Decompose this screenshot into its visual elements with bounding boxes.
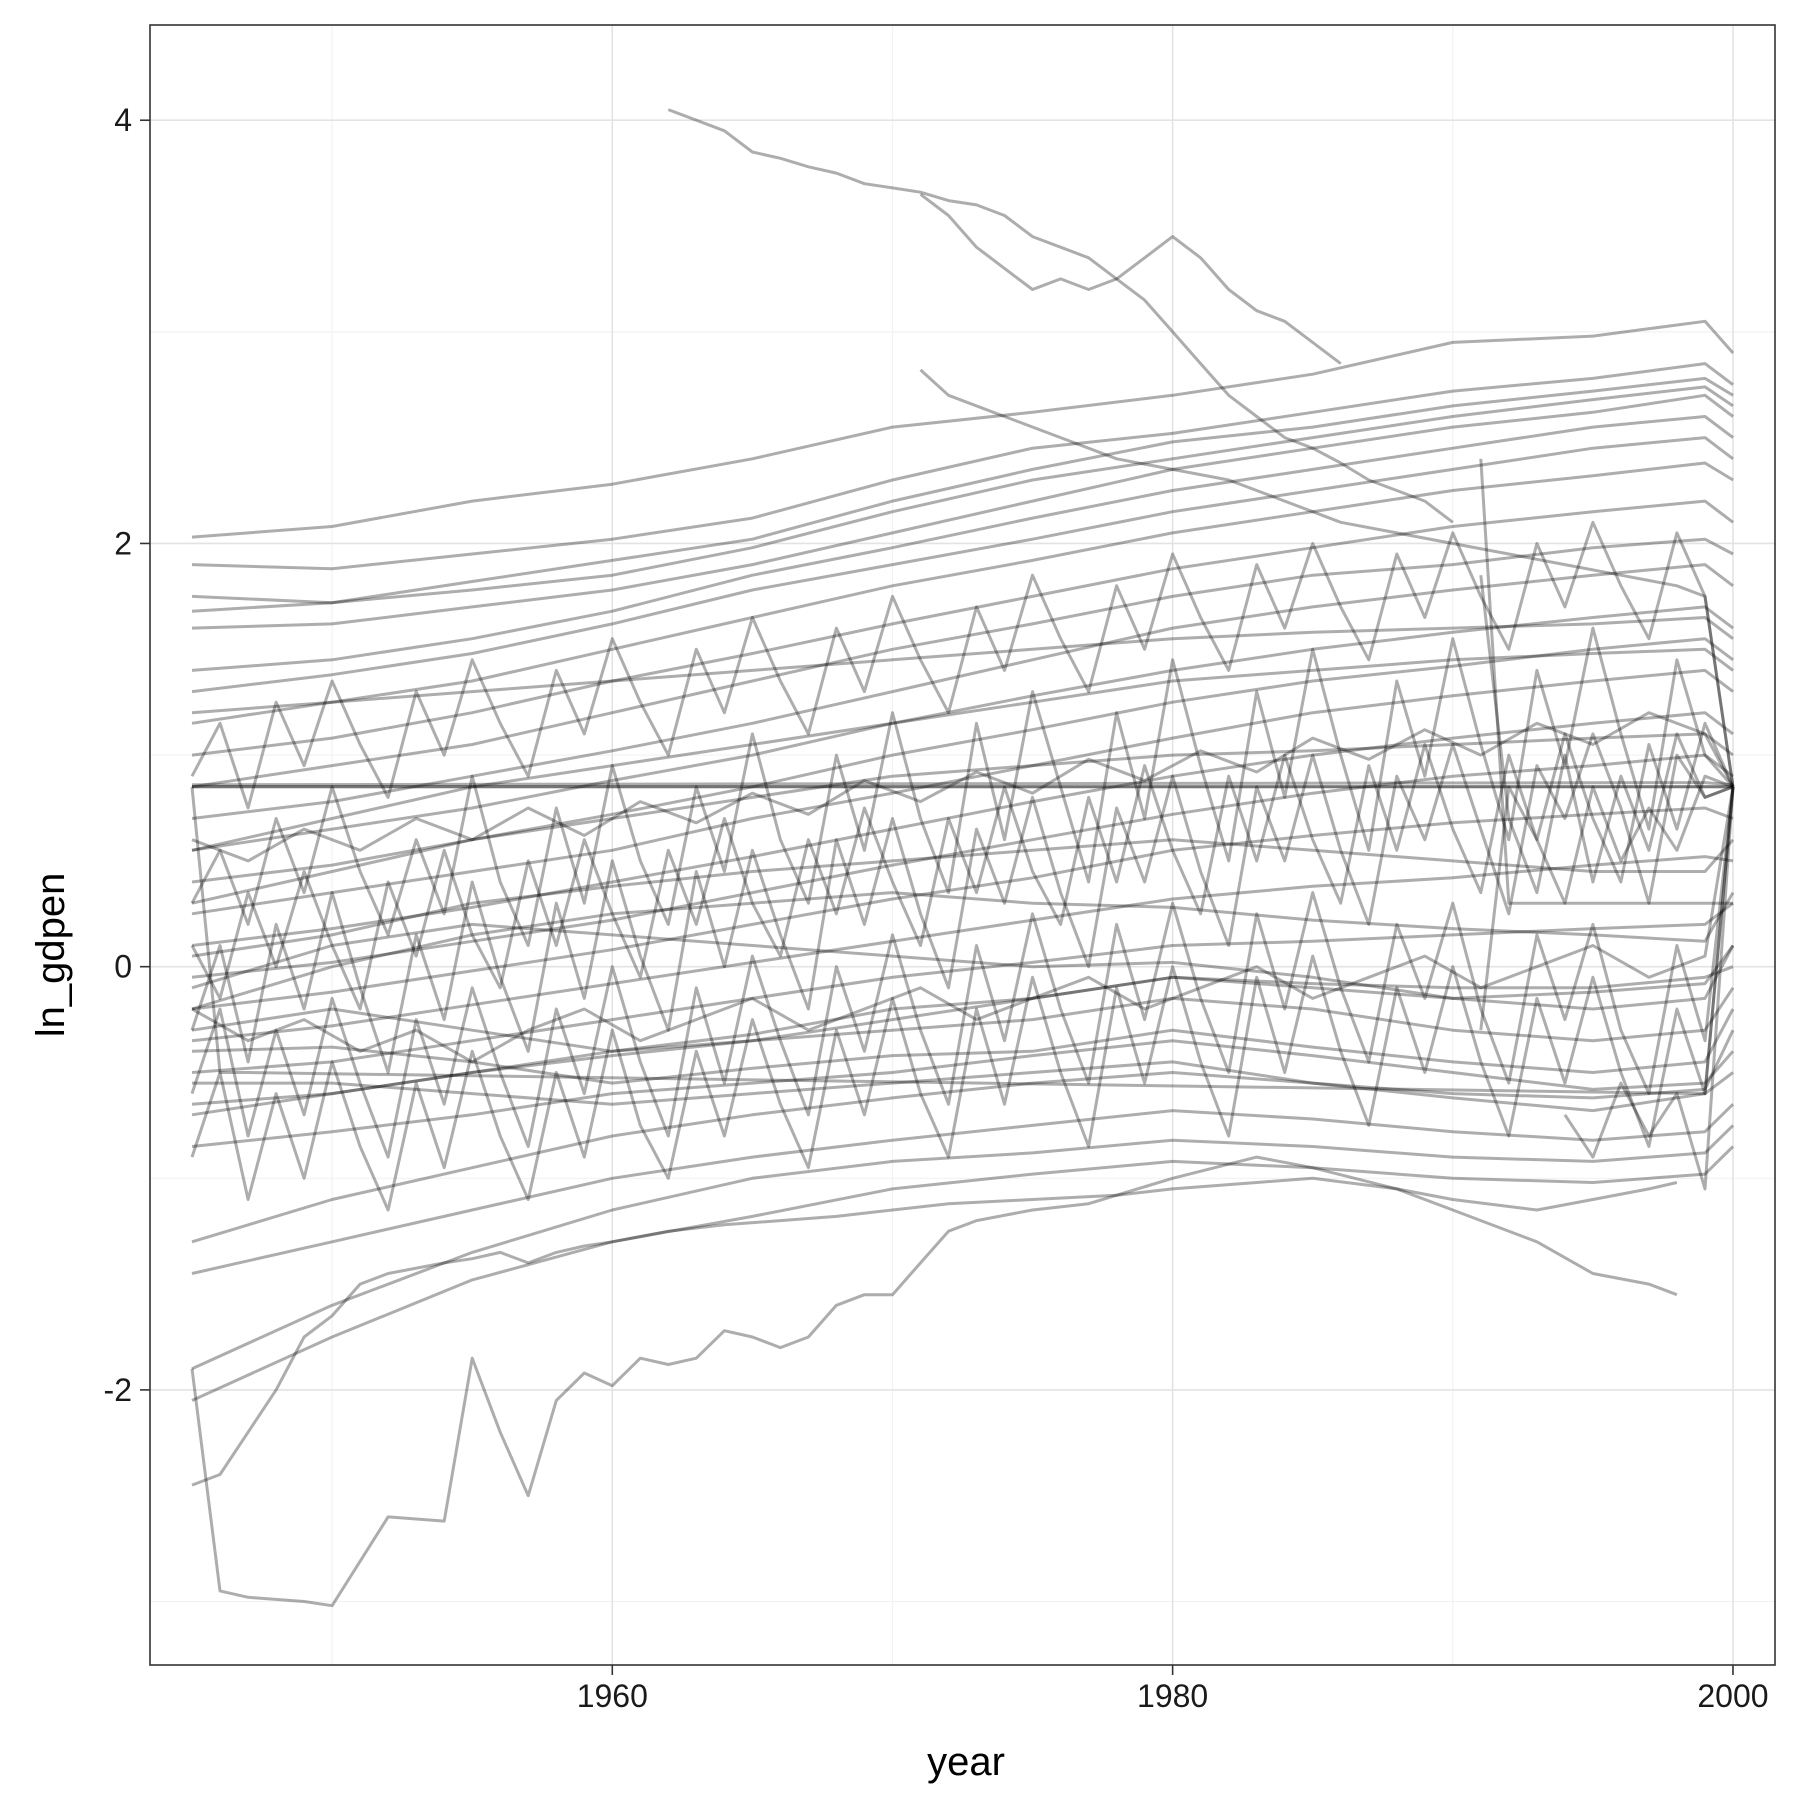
series-line-12 (191, 605, 1734, 852)
series-line-44 (190, 786, 1735, 1212)
series-line-33 (191, 1103, 1735, 1275)
series-line-7 (191, 436, 1734, 694)
x-tick-label: 2000 (1697, 1678, 1768, 1714)
series-line-20 (191, 944, 1735, 1106)
series-line-21 (191, 891, 1735, 1011)
series-line-10 (191, 537, 1734, 789)
series-line-32 (191, 1071, 1734, 1244)
plot-panel (150, 25, 1775, 1665)
series-line-14 (191, 668, 1734, 916)
panel-background (150, 25, 1775, 1665)
series-line-48 (191, 711, 1735, 863)
series-line-22 (191, 986, 1735, 1053)
series-line-31 (191, 1039, 1735, 1148)
x-tick-label: 1980 (1137, 1678, 1208, 1714)
series-line-46 (190, 721, 1735, 1011)
series-line-13 (191, 637, 1734, 884)
series-line-35 (191, 1145, 1735, 1402)
series-line-26 (191, 838, 1735, 958)
series-lines (190, 108, 1735, 1608)
panel-border (149, 24, 1776, 1666)
series-line-27 (191, 732, 1734, 905)
series-line-42 (190, 732, 1734, 1074)
series-line-54 (1479, 575, 1734, 895)
series-line-28 (191, 647, 1734, 852)
y-tick-label: 2 (114, 525, 132, 561)
series-line-8 (191, 461, 1734, 725)
series-line-25 (191, 922, 1735, 1011)
series-line-4 (191, 385, 1734, 613)
series-line-39 (919, 193, 1454, 524)
y-tick-label: 4 (114, 102, 132, 138)
axes: 1960 1980 2000 -2 0 2 4 (104, 24, 1776, 1714)
series-line-38 (667, 108, 1342, 365)
series-line-30 (191, 965, 1734, 1117)
series-line-24 (192, 1029, 1735, 1106)
series-line-5 (191, 393, 1734, 630)
series-line-9 (191, 499, 1734, 757)
series-line-51 (192, 781, 1734, 787)
series-line-2 (191, 362, 1734, 571)
series-line-53 (1479, 458, 1733, 905)
series-line-56 (1563, 786, 1735, 1191)
series-line-18 (191, 855, 1734, 1043)
y-tick-label: -2 (104, 1372, 132, 1408)
series-line-19 (191, 902, 1734, 1074)
series-line-29 (191, 616, 1734, 715)
series-line-45 (190, 520, 1735, 810)
series-line-43 (190, 786, 1735, 1159)
series-line-3 (191, 376, 1734, 605)
series-line-23 (191, 1008, 1735, 1085)
y-tick-label: 0 (114, 949, 132, 985)
series-line-1 (191, 319, 1735, 539)
series-line-15 (191, 711, 1734, 947)
series-line-47 (191, 786, 1735, 1064)
y-axis-title: ln_gdpen (29, 873, 73, 1038)
series-line-55 (1479, 774, 1734, 1031)
series-line-52 (190, 786, 1735, 1096)
series-line-11 (191, 563, 1734, 820)
series-line-6 (191, 415, 1734, 672)
series-line-41 (190, 626, 1735, 947)
series-line-40 (919, 368, 1735, 788)
series-line-36 (191, 1176, 1678, 1487)
series-line-37 (190, 1155, 1678, 1608)
series-line-17 (191, 806, 1734, 1011)
series-line-16 (191, 753, 1734, 979)
series-line-34 (191, 1124, 1735, 1371)
x-tick-label: 1960 (577, 1678, 648, 1714)
x-axis-title: year (927, 1740, 1005, 1784)
